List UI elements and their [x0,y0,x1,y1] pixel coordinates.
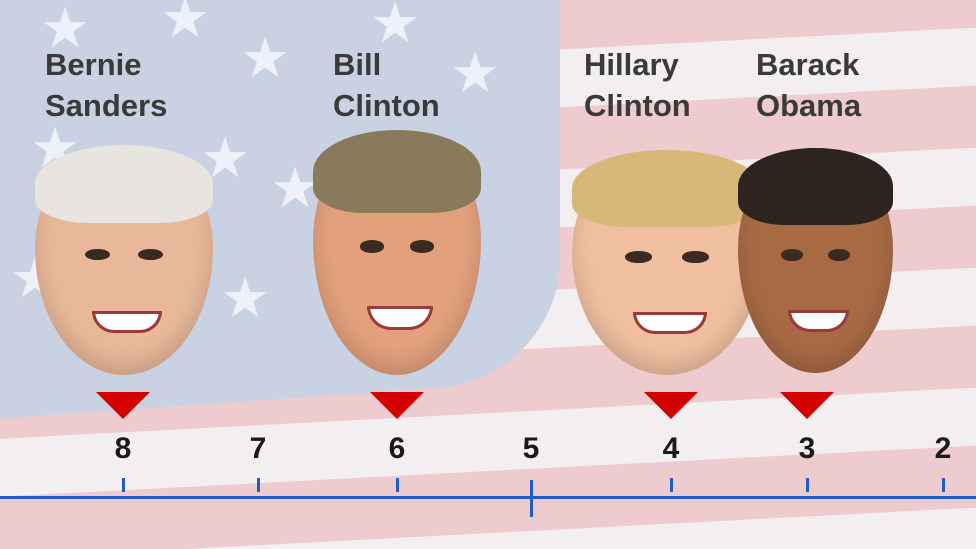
scale-label: 2 [934,432,952,465]
scale-tick [122,478,125,492]
scale-label: 3 [798,432,816,465]
scale-axis [0,496,976,499]
scale-label: 8 [114,432,132,465]
portrait-face [313,130,481,375]
scale-tick [530,480,533,517]
marker [644,392,698,419]
name-label: Bernie Sanders [45,47,168,123]
portrait-face [572,150,762,375]
scale-tick [942,478,945,492]
portrait-face [35,145,213,375]
marker [96,392,150,419]
marker [370,392,424,419]
name-label: Bill Clinton [333,47,440,123]
scale-label: 7 [249,432,267,465]
name-label: Barack Obama [756,47,862,123]
marker [780,392,834,419]
scale-tick [806,478,809,492]
name-label: Hillary Clinton [584,47,691,123]
scale-label: 5 [522,432,540,465]
portrait-face [738,148,893,373]
scale-tick [396,478,399,492]
scale-label: 4 [662,432,680,465]
scale-tick [257,478,260,492]
scale-tick [670,478,673,492]
scale-label: 6 [388,432,406,465]
